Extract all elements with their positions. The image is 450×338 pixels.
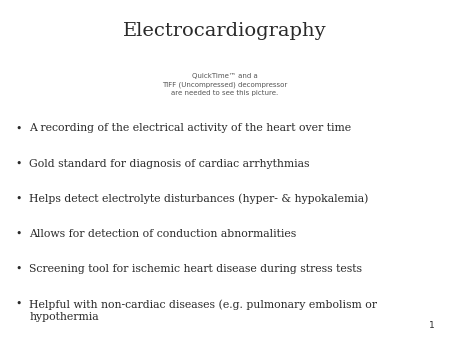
Text: •: •	[16, 159, 22, 169]
Text: Gold standard for diagnosis of cardiac arrhythmias: Gold standard for diagnosis of cardiac a…	[29, 159, 310, 169]
Text: QuickTime™ and a
TIFF (Uncompressed) decompressor
are needed to see this picture: QuickTime™ and a TIFF (Uncompressed) dec…	[162, 73, 288, 96]
Text: Allows for detection of conduction abnormalities: Allows for detection of conduction abnor…	[29, 229, 297, 239]
Text: Helps detect electrolyte disturbances (hyper- & hypokalemia): Helps detect electrolyte disturbances (h…	[29, 194, 369, 204]
Text: Screening tool for ischemic heart disease during stress tests: Screening tool for ischemic heart diseas…	[29, 264, 362, 274]
Text: 1: 1	[428, 320, 434, 330]
Text: •: •	[16, 194, 22, 204]
Text: •: •	[16, 123, 22, 134]
Text: Electrocardiography: Electrocardiography	[123, 22, 327, 40]
Text: Helpful with non-cardiac diseases (e.g. pulmonary embolism or
hypothermia: Helpful with non-cardiac diseases (e.g. …	[29, 299, 377, 322]
Text: A recording of the electrical activity of the heart over time: A recording of the electrical activity o…	[29, 123, 351, 134]
Text: •: •	[16, 229, 22, 239]
Text: •: •	[16, 299, 22, 309]
Text: •: •	[16, 264, 22, 274]
